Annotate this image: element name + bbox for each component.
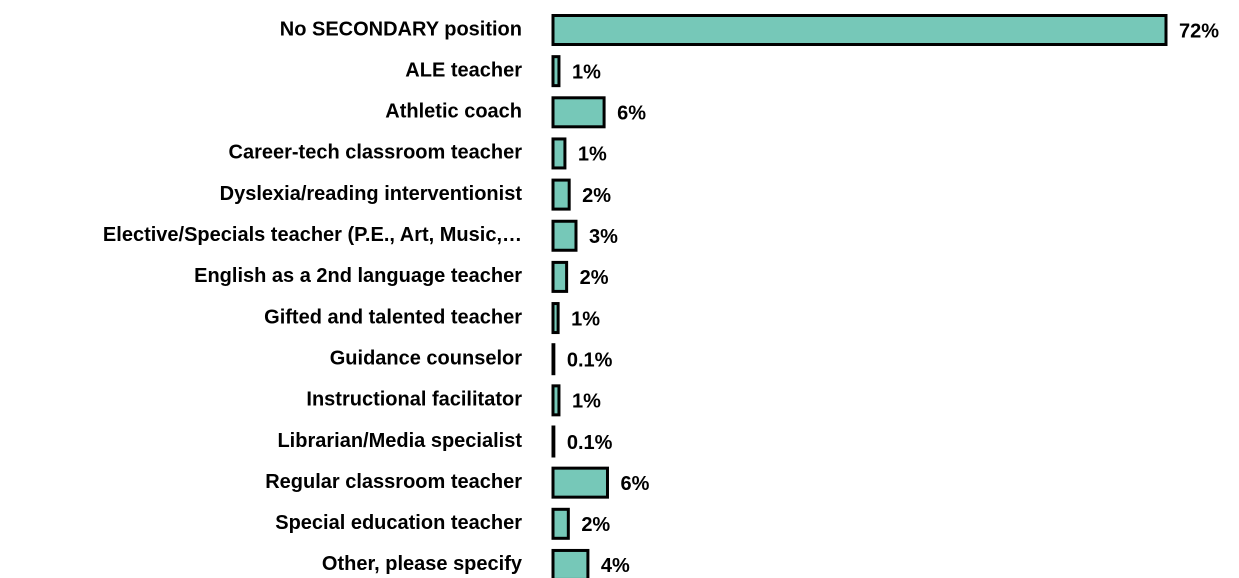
bar bbox=[551, 384, 561, 417]
value-label: 1% bbox=[572, 391, 601, 413]
category-label: Athletic coach bbox=[385, 101, 522, 123]
category-label: Elective/Specials teacher (P.E., Art, Mu… bbox=[103, 224, 522, 246]
category-label: Regular classroom teacher bbox=[265, 471, 522, 493]
bar bbox=[551, 548, 590, 578]
value-label: 0.1% bbox=[567, 432, 613, 454]
value-label: 3% bbox=[589, 226, 618, 248]
value-label: 0.1% bbox=[567, 349, 613, 371]
bar bbox=[551, 96, 606, 129]
bar bbox=[551, 14, 1168, 46]
category-label: No SECONDARY position bbox=[280, 18, 522, 40]
value-label: 1% bbox=[572, 61, 601, 83]
category-label: Career-tech classroom teacher bbox=[229, 142, 523, 164]
category-label: Guidance counselor bbox=[330, 347, 522, 369]
bar bbox=[551, 302, 560, 335]
bar bbox=[551, 178, 571, 211]
bar bbox=[551, 55, 561, 88]
bar bbox=[551, 507, 570, 540]
bar bbox=[551, 425, 556, 458]
category-label: Librarian/Media specialist bbox=[277, 430, 522, 452]
value-label: 1% bbox=[571, 308, 600, 330]
value-label: 2% bbox=[581, 514, 610, 536]
bar bbox=[551, 260, 569, 293]
value-label: 72% bbox=[1179, 20, 1219, 42]
bar bbox=[551, 466, 609, 499]
category-label: Special education teacher bbox=[275, 512, 522, 534]
value-label: 6% bbox=[620, 473, 649, 495]
value-label: 6% bbox=[617, 103, 646, 125]
value-label: 2% bbox=[580, 267, 609, 289]
category-label: Gifted and talented teacher bbox=[264, 306, 522, 328]
bar bbox=[551, 343, 556, 376]
category-label: Instructional facilitator bbox=[306, 389, 522, 411]
category-label: ALE teacher bbox=[405, 59, 522, 81]
bar bbox=[551, 137, 567, 170]
value-label: 2% bbox=[582, 185, 611, 207]
bar bbox=[551, 219, 578, 252]
category-label: Other, please specify bbox=[322, 553, 523, 575]
value-label: 4% bbox=[601, 555, 630, 577]
value-label: 1% bbox=[578, 144, 607, 166]
category-label: Dyslexia/reading interventionist bbox=[220, 183, 523, 205]
category-label: English as a 2nd language teacher bbox=[194, 265, 522, 287]
